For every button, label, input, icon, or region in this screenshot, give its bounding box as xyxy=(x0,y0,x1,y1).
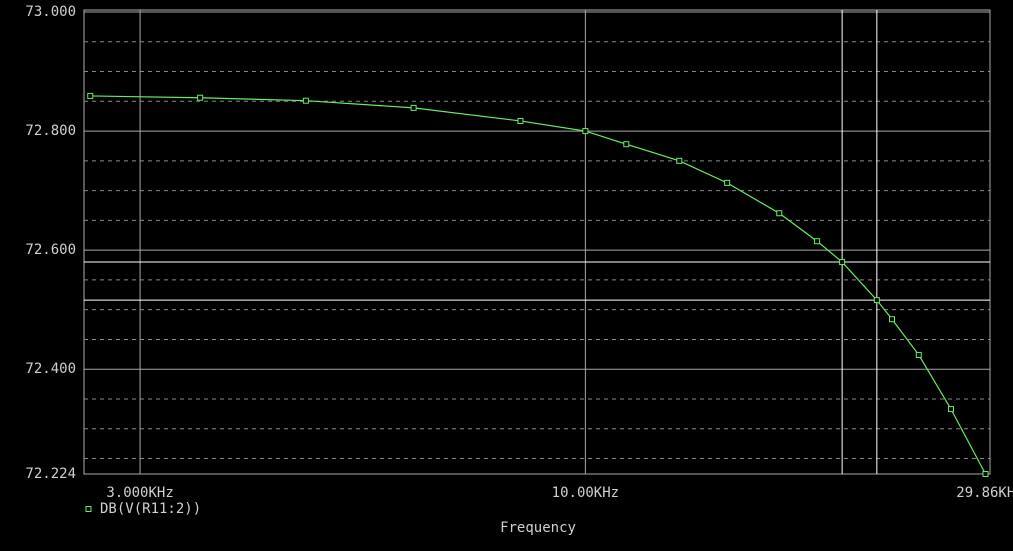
point-marker xyxy=(947,406,954,413)
point-marker xyxy=(889,316,896,323)
y-tick-label: 72.224 xyxy=(25,466,76,482)
x-tick-label: 10.00KHz xyxy=(552,485,619,501)
point-marker xyxy=(517,117,524,124)
point-marker xyxy=(814,238,821,245)
legend-label: DB(V(R11:2)) xyxy=(100,501,201,517)
x-axis-label: Frequency xyxy=(500,520,576,536)
y-tick-label: 72.800 xyxy=(25,123,76,139)
point-marker xyxy=(302,97,309,104)
point-marker xyxy=(623,141,630,148)
point-marker xyxy=(676,157,683,164)
point-marker xyxy=(915,351,922,358)
y-tick-label: 73.000 xyxy=(25,4,76,20)
y-tick-label: 72.600 xyxy=(25,242,76,258)
point-marker xyxy=(776,210,783,217)
point-marker xyxy=(410,104,417,111)
point-marker xyxy=(582,128,589,135)
x-tick-label: 29.86KHz xyxy=(956,485,1013,501)
point-marker xyxy=(873,297,880,304)
x-tick-label: 3.000KHz xyxy=(106,485,173,501)
point-marker xyxy=(982,471,989,477)
y-tick-label: 72.400 xyxy=(25,361,76,377)
point-marker xyxy=(839,259,846,266)
point-marker xyxy=(87,92,94,99)
point-marker xyxy=(724,179,731,186)
point-marker xyxy=(197,94,204,101)
legend-marker xyxy=(85,506,92,512)
